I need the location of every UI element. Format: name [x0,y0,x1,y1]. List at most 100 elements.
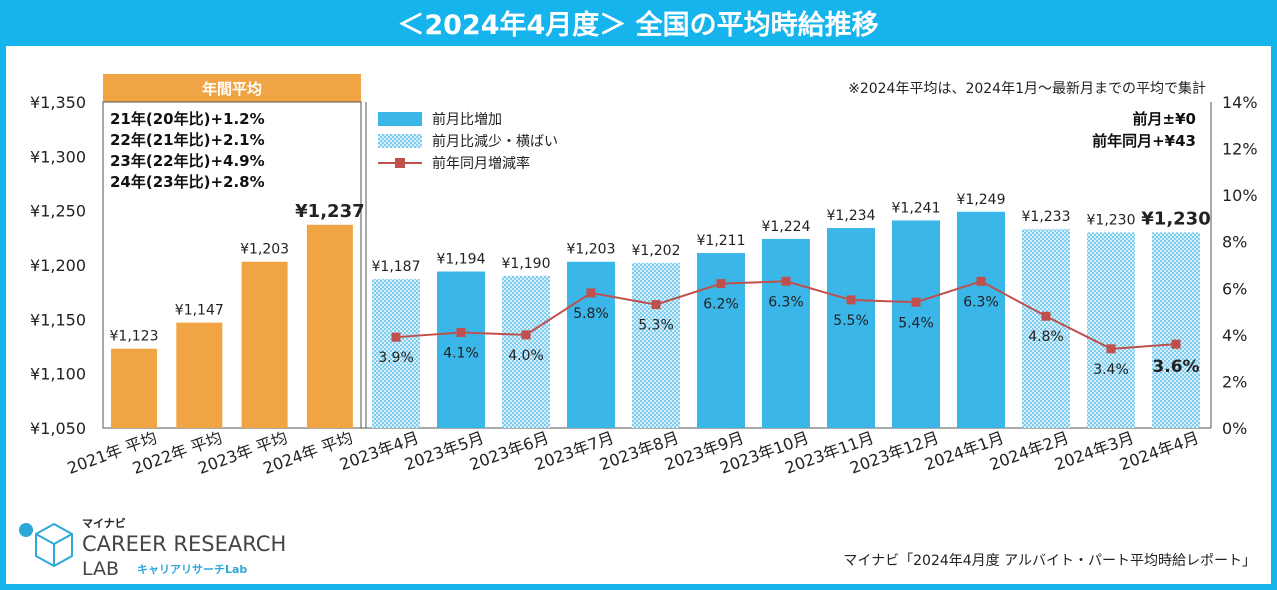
bar-value-label-4: ¥1,187 [372,259,421,275]
yoy-label-6: 4.0% [508,348,544,364]
bar-value-label-10: ¥1,224 [762,219,811,235]
yoy-marker-14 [1041,311,1051,321]
yoy-marker-10 [781,276,791,286]
legend-rate-label: 前年同月増減率 [432,155,530,172]
note-text: ※2024年平均は、2024年1月～最新月までの平均で集計 [848,80,1206,97]
y-tick-label-3: ¥1,200 [30,256,86,275]
bar-12 [892,220,940,428]
bar-value-label-14: ¥1,233 [1022,209,1071,225]
yoy-marker-9 [716,279,726,289]
logo-name-line2: LAB [82,558,119,580]
annual-header-label: 年間平均 [202,80,262,98]
bar-0 [111,348,157,428]
bar-value-label-5: ¥1,194 [437,252,486,268]
bar-10 [762,238,810,428]
logo-dot-icon [19,523,33,537]
yoy-label-4: 3.9% [378,350,414,366]
bar-value-label-16: ¥1,230 [1141,208,1210,229]
bar-value-label-7: ¥1,203 [567,242,616,258]
annual-note-2: 22年(21年比)+2.1% [110,131,265,149]
bar-value-label-0: ¥1,123 [110,329,159,345]
summary-mom: 前月±¥0 [1133,110,1196,128]
yoy-marker-11 [846,295,856,305]
yoy-marker-13 [976,276,986,286]
y2-tick-label-3: 6% [1222,279,1247,298]
yoy-label-5: 4.1% [443,346,479,362]
bar-4 [372,279,420,428]
bar-value-label-6: ¥1,190 [502,256,551,272]
y2-tick-label-1: 2% [1222,372,1247,391]
summary-yoy: 前年同月+¥43 [1092,132,1196,150]
yoy-label-15: 3.4% [1093,362,1129,378]
yoy-label-14: 4.8% [1028,329,1064,345]
bar-value-label-1: ¥1,147 [175,303,224,319]
y2-tick-label-6: 12% [1222,140,1258,159]
yoy-marker-6 [521,330,531,340]
legend-rate-marker [395,158,405,168]
annual-header-bg [103,74,361,102]
legend: 前月比増加 前月比減少・横ばい 前年同月増減率 [378,111,558,172]
yoy-label-16: 3.6% [1152,357,1199,377]
bar-value-label-8: ¥1,202 [632,243,681,259]
bar-value-label-12: ¥1,241 [892,200,941,216]
yoy-marker-16 [1171,339,1181,349]
yoy-label-8: 5.3% [638,318,674,334]
y-tick-label-4: ¥1,250 [30,202,86,221]
bar-3 [306,224,353,428]
y-tick-label-1: ¥1,100 [30,365,86,384]
legend-increase-swatch [378,112,422,126]
bar-value-label-3: ¥1,237 [295,201,364,222]
legend-decrease-swatch [378,134,422,148]
logo: マイナビ CAREER RESEARCH LAB キャリアリサーチLab [19,516,286,580]
annual-note-1: 21年(20年比)+1.2% [110,110,265,128]
y2-tick-label-7: 14% [1222,93,1258,112]
y-tick-label-5: ¥1,300 [30,147,86,166]
bar-value-label-15: ¥1,230 [1087,212,1136,228]
bar-6 [502,275,550,428]
bar-2 [241,261,288,428]
annual-note-4: 24年(23年比)+2.8% [110,173,265,191]
logo-name-line1: CAREER RESEARCH [82,532,286,556]
bar-5 [437,271,485,428]
bar-value-label-9: ¥1,211 [697,233,746,249]
y2-tick-label-5: 10% [1222,186,1258,205]
yoy-label-13: 6.3% [963,294,999,310]
bar-value-label-13: ¥1,249 [957,192,1006,208]
bar-7 [567,261,615,428]
bar-1 [176,322,223,428]
yoy-marker-12 [911,297,921,307]
yoy-marker-4 [391,332,401,342]
yoy-marker-7 [586,288,596,298]
yoy-label-9: 6.2% [703,297,739,313]
page-title: ＜2024年4月度＞ 全国の平均時給推移 [397,9,878,41]
y2-tick-label-0: 0% [1222,419,1247,438]
logo-brand: マイナビ [82,516,126,530]
legend-increase-label: 前月比増加 [432,111,502,128]
yoy-marker-8 [651,300,661,310]
source-text: マイナビ「2024年4月度 アルバイト・パート平均時給レポート」 [843,553,1256,569]
bar-11 [827,228,875,428]
y-tick-label-6: ¥1,350 [30,93,86,112]
legend-decrease-label: 前月比減少・横ばい [432,133,558,150]
yoy-marker-15 [1106,344,1116,354]
annual-note-3: 23年(22年比)+4.9% [110,152,265,170]
y-tick-label-2: ¥1,150 [30,310,86,329]
yoy-label-10: 6.3% [768,294,804,310]
bar-15 [1087,232,1135,428]
y2-tick-label-2: 4% [1222,326,1247,345]
bar-8 [632,262,680,428]
bar-value-label-11: ¥1,234 [827,208,876,224]
bar-13 [957,211,1005,428]
yoy-label-7: 5.8% [573,306,609,322]
logo-sub: キャリアリサーチLab [137,563,247,576]
yoy-marker-5 [456,328,466,338]
bar-value-label-2: ¥1,203 [240,242,289,258]
y2-tick-label-4: 8% [1222,233,1247,252]
yoy-label-12: 5.4% [898,315,934,331]
yoy-label-11: 5.5% [833,313,869,329]
y-tick-label-0: ¥1,050 [30,419,86,438]
bar-14 [1022,229,1070,428]
bar-16 [1152,232,1200,428]
